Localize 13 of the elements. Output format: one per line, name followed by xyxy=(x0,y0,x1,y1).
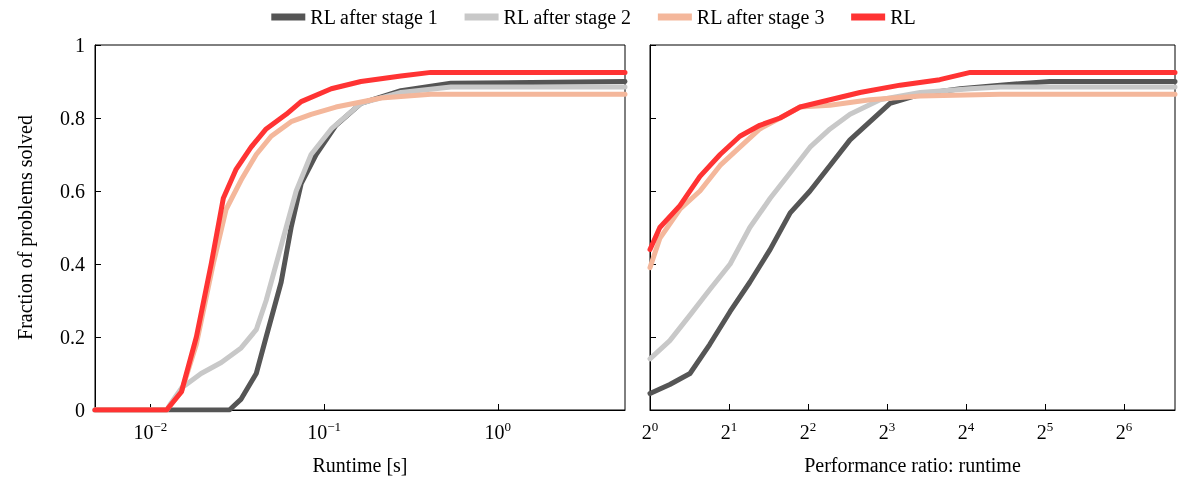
x-axis-title: Performance ratio: runtime xyxy=(804,454,1021,476)
y-tick-label: 0.8 xyxy=(60,107,85,129)
x-axis-title: Runtime [s] xyxy=(312,454,408,476)
legend-label: RL after stage 1 xyxy=(310,6,438,29)
y-tick-label: 1 xyxy=(75,34,85,56)
y-tick-label: 0 xyxy=(75,399,85,421)
legend-label: RL xyxy=(890,6,916,28)
y-tick-label: 0.2 xyxy=(60,326,85,348)
y-axis-title: Fraction of problems solved xyxy=(14,115,37,340)
y-tick-label: 0.4 xyxy=(60,253,85,275)
y-tick-label: 0.6 xyxy=(60,180,85,202)
legend-label: RL after stage 2 xyxy=(503,6,632,29)
legend-label: RL after stage 3 xyxy=(696,6,825,29)
